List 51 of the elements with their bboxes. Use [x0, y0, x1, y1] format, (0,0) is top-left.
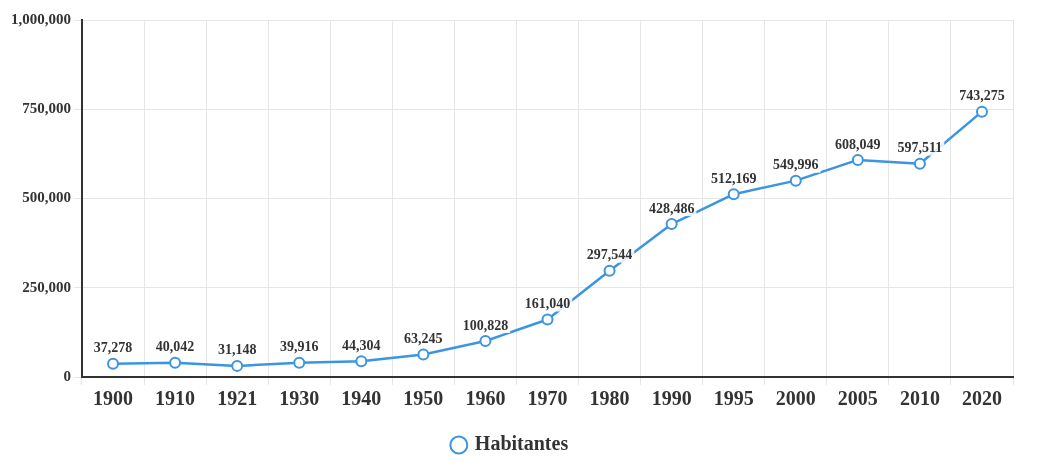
point: [293, 356, 306, 369]
point: [355, 355, 368, 368]
x-tick-label: 1930: [279, 387, 320, 410]
data-label: 37,278: [93, 340, 133, 356]
x-tick-label: 1921: [217, 387, 258, 410]
y-tick-label: 1,000,000: [11, 10, 71, 27]
x-tick-label: 1910: [155, 387, 196, 410]
data-label: 608,049: [835, 136, 881, 152]
x-tick-label: 1990: [651, 387, 692, 410]
x-tick-label: 1950: [403, 387, 444, 410]
x-tick-label: 2005: [837, 387, 878, 410]
point: [107, 357, 120, 370]
data-label: 40,042: [155, 339, 195, 355]
point: [975, 105, 988, 118]
data-label: 39,916: [279, 339, 319, 355]
data-label: 428,486: [648, 200, 695, 216]
x-tick-label: 2000: [775, 387, 816, 410]
data-label: 297,544: [586, 247, 633, 263]
point: [603, 264, 616, 277]
point: [665, 218, 678, 231]
point: [851, 153, 864, 166]
data-label: 100,828: [462, 317, 509, 333]
data-label: 549,996: [773, 157, 819, 173]
point: [169, 356, 182, 369]
data-label: 63,245: [404, 331, 443, 347]
data-label: 161,040: [524, 296, 571, 312]
data-label: 31,148: [217, 342, 257, 358]
point: [479, 335, 492, 347]
y-tick-label: 250,000: [22, 278, 71, 295]
x-tick-label: 1900: [93, 387, 134, 410]
x-tick-label: 1995: [713, 387, 754, 410]
y-tick-label: 500,000: [22, 189, 71, 206]
point: [789, 174, 802, 187]
data-label: 743,275: [959, 88, 1005, 104]
point: [913, 157, 926, 170]
x-tick-label: 2010: [899, 387, 940, 410]
y-tick-label: 0: [63, 367, 71, 384]
point: [541, 313, 554, 326]
x-tick-label: 1960: [465, 387, 506, 410]
x-tick-label: 1940: [341, 387, 382, 410]
data-label: 597,511: [897, 140, 943, 156]
legend-label: Habitantes: [474, 432, 569, 455]
point: [417, 348, 430, 361]
y-tick-label: 750,000: [22, 100, 71, 117]
point: [727, 188, 740, 201]
x-tick-label: 2020: [961, 387, 1002, 410]
x-tick-label: 1970: [527, 387, 568, 410]
x-tick-label: 1980: [589, 387, 630, 410]
data-label: 512,169: [710, 170, 757, 186]
point: [231, 359, 244, 372]
data-label: 44,304: [342, 337, 381, 353]
